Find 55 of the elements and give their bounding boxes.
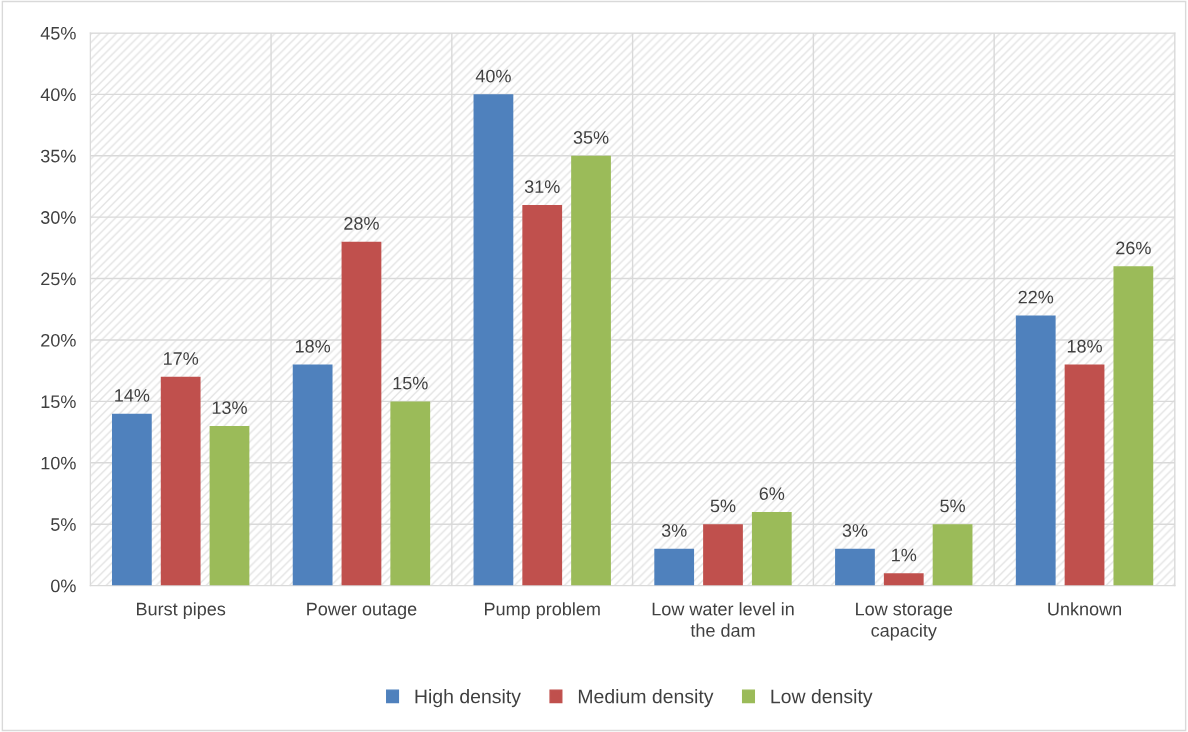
y-tick-label: 40% (40, 88, 76, 102)
data-label: 5% (940, 499, 965, 513)
data-label: 5% (710, 499, 736, 513)
y-tick-label: 45% (40, 26, 76, 40)
data-label: 35% (573, 131, 609, 144)
y-tick-label: 20% (41, 333, 76, 347)
data-label: 3% (661, 524, 687, 537)
legend-label: Low density (771, 689, 873, 708)
y-tick-label: 0% (51, 579, 76, 593)
data-label: 26% (1116, 241, 1151, 255)
bar (1015, 315, 1056, 586)
bar (292, 364, 333, 586)
bar (111, 413, 152, 586)
data-label: 15% (393, 376, 428, 390)
y-tick-label: 10% (41, 456, 76, 470)
x-tick-label: Low storage capacity (856, 602, 953, 641)
legend-label: Medium density (578, 689, 714, 708)
bar (932, 524, 973, 586)
y-tick-label: 15% (41, 395, 76, 409)
data-label: 31% (524, 180, 560, 193)
data-label: 40% (475, 69, 511, 83)
x-tick-label: Pump problem (485, 602, 600, 620)
bar (835, 548, 875, 586)
bar (571, 155, 611, 586)
legend-label: High density (415, 689, 521, 708)
x-tick-label: Burst pipes (137, 602, 226, 620)
y-tick-label: 25% (41, 272, 76, 286)
y-tick-label: 35% (40, 149, 76, 163)
y-tick-label: 30% (40, 211, 76, 224)
data-label: 18% (1067, 339, 1102, 353)
bar (751, 511, 792, 586)
data-label: 17% (163, 352, 199, 365)
x-tick-label: Power outage (307, 602, 417, 620)
bar (390, 401, 431, 586)
data-label: 28% (344, 217, 379, 230)
data-label: 3% (842, 524, 868, 537)
data-label: 18% (295, 339, 331, 353)
bar (654, 548, 695, 586)
data-label: 1% (892, 548, 917, 562)
bar (209, 425, 250, 586)
bar (1064, 364, 1105, 586)
bar (1113, 266, 1154, 586)
data-label: 6% (759, 487, 785, 501)
y-tick-label: 5% (51, 518, 76, 531)
bar (473, 94, 514, 586)
bar (883, 573, 924, 586)
data-label: 14% (115, 389, 150, 402)
bar (160, 376, 201, 586)
bar (341, 241, 382, 586)
bar (703, 524, 743, 586)
x-tick-label: Unknown (1048, 602, 1122, 616)
data-label: 22% (1018, 290, 1054, 304)
x-tick-label: Low water level in the dam (652, 602, 794, 637)
data-label: 13% (212, 401, 247, 415)
bar (522, 204, 563, 586)
